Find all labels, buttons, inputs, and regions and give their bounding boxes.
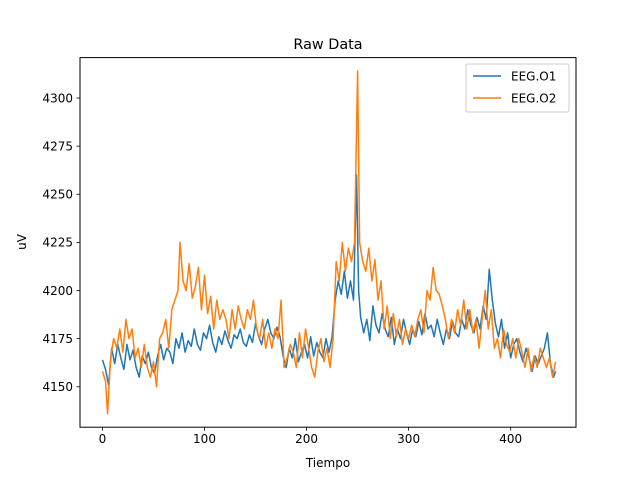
x-tick-label: 200 xyxy=(295,432,318,446)
x-tick-label: 300 xyxy=(397,432,420,446)
legend: EEG.O1 EEG.O2 xyxy=(465,63,570,113)
y-tick-label: 4150 xyxy=(42,380,73,394)
legend-label-eeg-o2: EEG.O2 xyxy=(511,92,556,106)
series-line-eeg-o1 xyxy=(101,174,557,386)
y-tick-label: 4300 xyxy=(42,91,73,105)
y-tick-label: 4250 xyxy=(42,188,73,202)
series-line-eeg-o2 xyxy=(101,70,557,415)
legend-label-eeg-o1: EEG.O1 xyxy=(511,70,556,84)
x-tick-label: 100 xyxy=(193,432,216,446)
chart-title: Raw Data xyxy=(293,37,362,53)
x-axis-label: Tiempo xyxy=(305,456,350,470)
series-layer xyxy=(101,70,557,415)
y-tick-label: 4175 xyxy=(42,332,73,346)
x-tick-label: 0 xyxy=(99,432,107,446)
y-tick-label: 4225 xyxy=(42,236,73,250)
x-axis-ticks: 0 100 200 300 400 xyxy=(99,427,522,446)
y-axis-ticks: 4150 4175 4200 4225 4250 4275 4300 xyxy=(42,91,80,394)
y-axis-label: uV xyxy=(15,233,29,250)
y-tick-label: 4200 xyxy=(42,284,73,298)
x-tick-label: 400 xyxy=(499,432,522,446)
y-tick-label: 4275 xyxy=(42,139,73,153)
